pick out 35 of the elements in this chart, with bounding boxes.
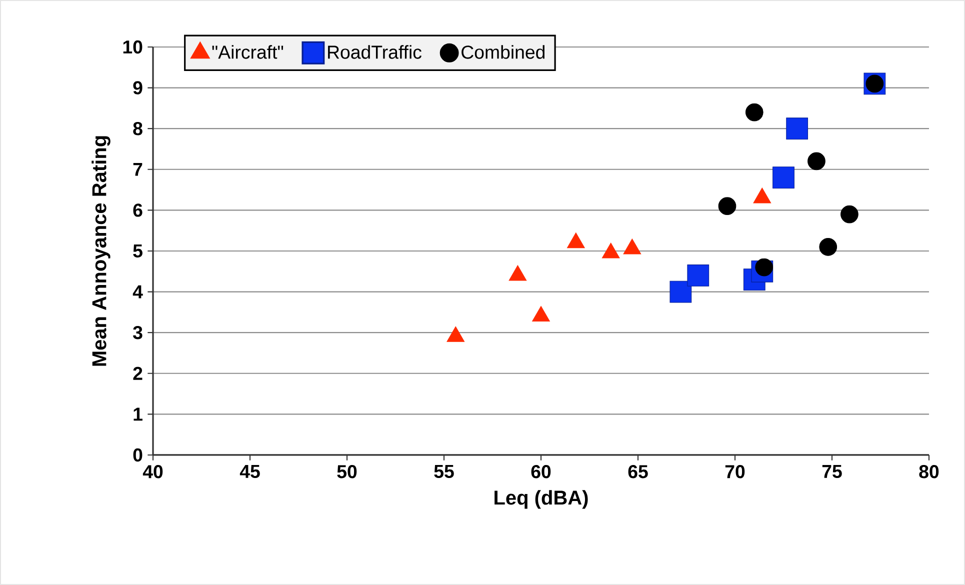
point bbox=[808, 152, 826, 170]
y-tick-label: 6 bbox=[133, 204, 142, 217]
point bbox=[755, 258, 774, 276]
point bbox=[786, 118, 808, 140]
y-tick-label: 10 bbox=[123, 40, 142, 54]
x-tick-label: 70 bbox=[725, 465, 745, 478]
point bbox=[687, 264, 710, 286]
point bbox=[819, 238, 838, 256]
x-tick-label: 55 bbox=[434, 465, 454, 478]
y-tick-label: 1 bbox=[134, 408, 142, 421]
y-tick-label: 8 bbox=[133, 122, 142, 136]
x-tick-label: 45 bbox=[240, 465, 260, 478]
x-tick-label: 80 bbox=[919, 465, 939, 478]
x-axis-title: Leq (dBA) bbox=[494, 490, 588, 509]
y-tick-label: 0 bbox=[133, 448, 142, 462]
point bbox=[670, 280, 692, 303]
x-tick-label: 60 bbox=[531, 465, 551, 478]
point bbox=[745, 103, 764, 122]
x-tick-label: 50 bbox=[337, 465, 357, 478]
point bbox=[772, 166, 794, 188]
legend-label: Combined bbox=[462, 45, 544, 59]
x-tick-label: 65 bbox=[628, 465, 648, 478]
y-tick-label: 2 bbox=[133, 366, 142, 380]
point bbox=[840, 205, 858, 224]
x-tick-label: 75 bbox=[822, 465, 842, 478]
y-tick-label: 4 bbox=[132, 285, 143, 298]
x-tick-label: 40 bbox=[142, 465, 163, 478]
y-tick-label: 9 bbox=[133, 81, 142, 94]
y-tick-label: 5 bbox=[133, 244, 142, 258]
y-tick-label: 3 bbox=[133, 326, 142, 340]
legend-label: "Aircraft" bbox=[212, 45, 284, 59]
legend-label: RoadTraffic bbox=[328, 45, 422, 59]
y-tick-label: 7 bbox=[133, 162, 142, 176]
y-axis-title: Mean Annoyance Rating bbox=[92, 136, 110, 366]
point bbox=[718, 197, 736, 216]
